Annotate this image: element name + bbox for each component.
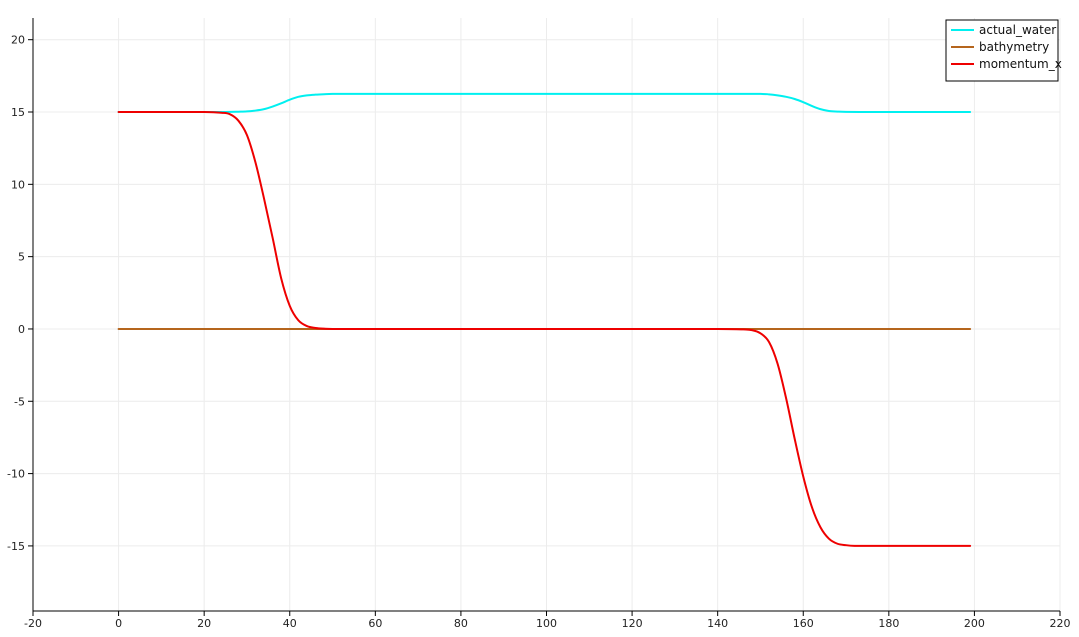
- x-tick-label: 60: [368, 617, 382, 630]
- x-tick-label: 200: [964, 617, 985, 630]
- series-line-momentum-x: [117, 111, 972, 547]
- x-tick-label: 0: [115, 617, 122, 630]
- y-tick-label: -10: [7, 468, 25, 481]
- y-tick-label: -5: [14, 395, 25, 408]
- x-tick-label: 40: [283, 617, 297, 630]
- legend-label: bathymetry: [979, 40, 1049, 54]
- x-tick-label: 120: [622, 617, 643, 630]
- legend-label: momentum_x: [979, 57, 1062, 71]
- x-tick-label: 160: [793, 617, 814, 630]
- legend: actual_water bathymetry momentum_x: [945, 19, 1062, 82]
- y-tick-label: -15: [7, 540, 25, 553]
- y-tick-label: 15: [11, 106, 25, 119]
- y-tick-label: 20: [11, 34, 25, 47]
- axes: -20 0 20 40 60 80 100 120 140 160 180 200 220-15-10-…: [7, 18, 1071, 630]
- x-tick-label: 80: [454, 617, 468, 630]
- y-tick-label: 5: [18, 251, 25, 264]
- y-tick-label: 10: [11, 178, 25, 191]
- x-tick-label: 180: [878, 617, 899, 630]
- x-tick-label: 140: [707, 617, 728, 630]
- legend-label: actual_water: [979, 23, 1056, 37]
- series-line-actual-water: [117, 92, 972, 114]
- y-tick-label: 0: [18, 323, 25, 336]
- x-tick-label: 100: [536, 617, 557, 630]
- x-tick-label: 20: [197, 617, 211, 630]
- grid: [32, 18, 1061, 611]
- series-lines: [117, 92, 972, 547]
- x-tick-label: -20: [24, 617, 42, 630]
- x-tick-label: 220: [1050, 617, 1071, 630]
